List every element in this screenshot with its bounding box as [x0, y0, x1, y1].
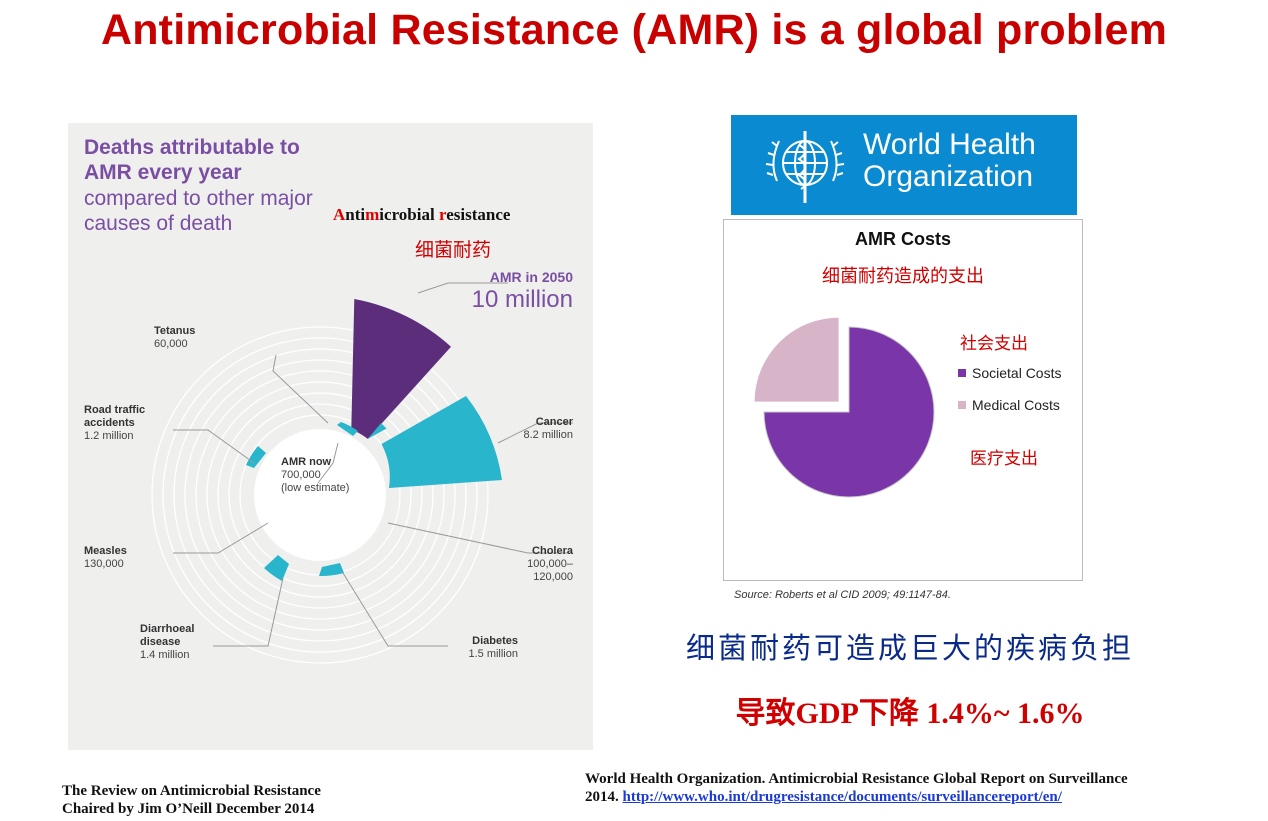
costs-title-zh: 细菌耐药造成的支出	[822, 266, 984, 287]
amr-now-wedge	[367, 423, 387, 439]
infographic-subheading: compared to other major causes of death	[84, 187, 313, 235]
legend-swatch-societal	[958, 369, 966, 377]
cause-road-traffic: Road traffic accidents 1.2 million	[84, 404, 146, 442]
cause-cancer: Cancer 8.2 million	[523, 416, 573, 441]
center-disc	[254, 429, 386, 561]
who-emblem-icon	[765, 131, 845, 203]
cause-diabetes: Diabetes 1.5 million	[468, 635, 518, 660]
costs-pie-chart	[753, 316, 935, 498]
medical-label-zh: 医疗支出	[970, 449, 1038, 469]
amr-2050-wedge	[351, 299, 451, 439]
societal-label-zh: 社会支出	[960, 334, 1028, 354]
pie-slice-medical	[753, 316, 840, 403]
amr-label-en: Antimicrobial resistance	[333, 205, 511, 224]
amr-now-label: AMR now 700,000 (low estimate)	[281, 456, 350, 494]
cancer-wedge	[381, 396, 502, 488]
cause-cholera: Cholera 100,000– 120,000	[527, 545, 573, 583]
radial-chart	[151, 282, 573, 664]
legend-medical: Medical Costs	[958, 397, 1060, 413]
cause-tetanus: Tetanus 60,000	[154, 325, 196, 350]
costs-source: Source: Roberts et al CID 2009; 49:1147-…	[734, 589, 951, 601]
legend-societal: Societal Costs	[958, 365, 1061, 381]
slide-title: Antimicrobial Resistance (AMR) is a glob…	[100, 6, 1168, 54]
infographic-heading: Deaths attributable to AMR every year	[84, 136, 300, 184]
pie-slice-societal	[763, 326, 935, 498]
gdp-statement: 导致GDP下降 1.4%~ 1.6%	[735, 697, 1085, 730]
who-report-link[interactable]: http://www.who.int/drugresistance/docume…	[622, 789, 1062, 805]
burden-statement: 细菌耐药可造成巨大的疾病负担	[685, 631, 1134, 665]
amr-label-zh: 细菌耐药	[415, 239, 492, 261]
tetanus-wedge	[337, 422, 358, 436]
diarrhoea-wedge	[264, 555, 289, 581]
who-logo-banner: World Health Organization	[731, 115, 1077, 215]
amr-2050-title: AMR in 2050	[489, 269, 573, 285]
costs-title: AMR Costs	[854, 229, 951, 249]
amr-2050-value: 10 million	[471, 286, 573, 313]
left-reference: The Review on Antimicrobial Resistance Ch…	[62, 783, 321, 817]
cause-measles: Measles 130,000	[84, 545, 127, 570]
who-name: World Health Organization	[863, 128, 1036, 193]
diabetes-wedge	[319, 563, 344, 577]
road-wedge	[246, 446, 266, 468]
cause-diarrhoeal: Diarrhoeal disease 1.4 million	[140, 623, 195, 661]
right-reference: World Health Organization. Antimicrobial…	[585, 771, 1128, 805]
radial-rings	[151, 326, 489, 664]
amr-costs-panel: AMR Costs 细菌耐药造成的支出 社会支出 Societal Costs …	[723, 219, 1083, 581]
legend-swatch-medical	[958, 401, 966, 409]
amr-deaths-infographic: Deaths attributable to AMR every year co…	[68, 123, 593, 750]
